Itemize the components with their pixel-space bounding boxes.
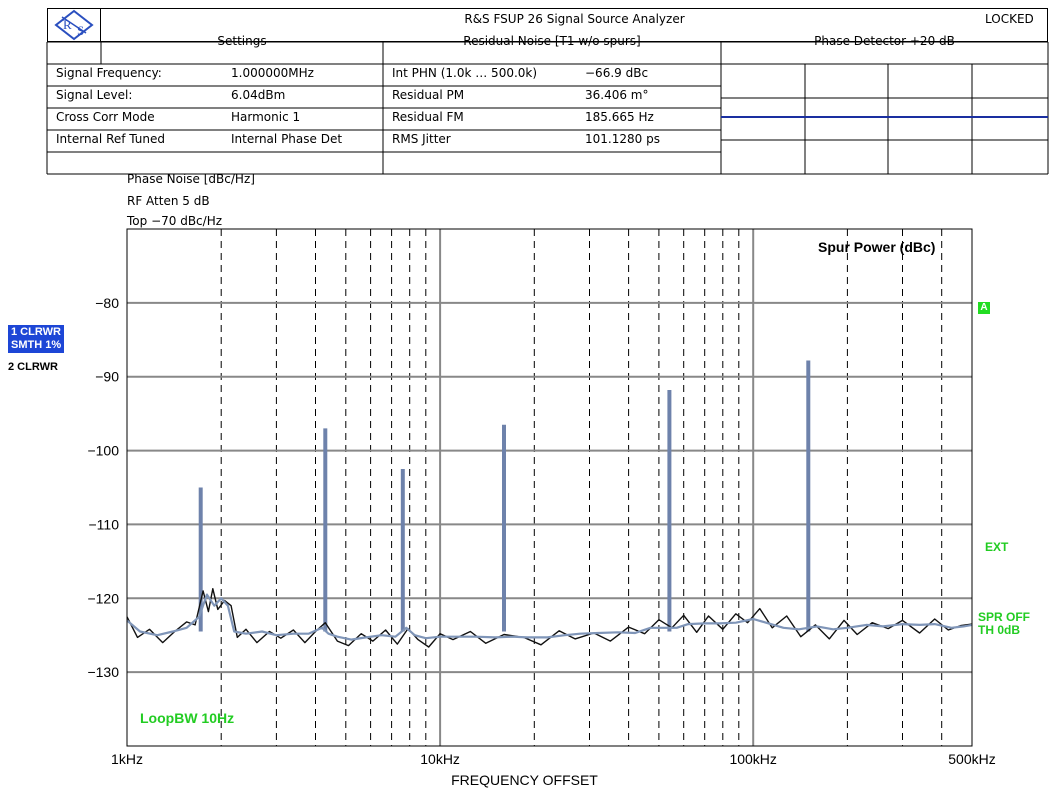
header-title: R&S FSUP 26 Signal Source Analyzer [464,12,685,26]
detector-title: Phase Detector +20 dB [814,34,955,48]
x-tick-label: 10kHz [420,751,460,767]
x-tick-label: 100kHz [729,751,776,767]
loop-bw-label: LoopBW 10Hz [140,710,235,726]
y-tick-label: −80 [95,295,119,311]
top-level: Top −70 dBc/Hz [127,214,223,228]
tick-labels: −80 −90 −100 −110 −120 −130 1kHz 10kHz 100kHz 500… [87,295,995,767]
noise-value: 36.406 m° [585,88,649,102]
marker-a: A [978,302,990,314]
noise-value: −66.9 dBc [585,66,649,80]
ext-label: EXT [985,540,1009,554]
settings-value: Internal Phase Det [231,132,343,146]
y-tick-label: −120 [87,590,119,606]
spur-power-label: Spur Power (dBc) [818,239,936,255]
settings-value: 1.000000MHz [231,66,314,80]
rf-atten: RF Atten 5 dB [127,194,210,208]
trace1-mode: 1 CLRWR SMTH 1% [8,325,65,353]
noise-value: 101.1280 ps [585,132,660,146]
smoothed-trace [126,593,973,641]
th-label: TH 0dB [978,623,1020,637]
noise-label: RMS Jitter [392,132,451,146]
settings-label: Internal Ref Tuned [56,132,166,146]
y-tick-label: −90 [95,369,119,385]
y-tick-label: −110 [89,516,120,532]
header-grid [46,41,1049,175]
grid [127,229,972,746]
settings-value: 6.04dBm [231,88,286,102]
noise-label: Residual FM [392,110,464,124]
trace2-mode: 2 CLRWR [8,361,58,373]
spurs [198,360,811,632]
lock-status: LOCKED [985,12,1034,26]
svg-text:R: R [63,17,72,32]
x-tick-label: 500kHz [948,751,995,767]
noise-value: 185.665 Hz [585,110,654,124]
plot-ylabel: Phase Noise [dBc/Hz] [127,172,255,186]
settings-title: Settings [217,34,267,48]
plot-frame [126,228,973,747]
x-tick-label: 1kHz [111,751,143,767]
noise-label: Residual PM [392,88,465,102]
svg-text:S: S [77,23,84,38]
noise-title: Residual Noise [T1 w/o spurs] [463,34,641,48]
rs-logo-icon: R S [54,9,94,41]
trace1-mode-line2: SMTH 1% [11,339,62,351]
y-tick-label: −130 [87,664,119,680]
noise-label: Int PHN (1.0k … 500.0k) [392,66,538,80]
x-axis-title: FREQUENCY OFFSET [451,772,598,788]
spr-off-label: SPR OFF [978,610,1031,624]
trace1-mode-line1: 1 CLRWR [11,326,61,338]
settings-label: Signal Level: [56,88,133,102]
settings-label: Cross Corr Mode [56,110,155,124]
settings-value: Harmonic 1 [231,110,301,124]
y-tick-label: −100 [87,443,119,459]
settings-label: Signal Frequency: [56,66,162,80]
series [126,588,973,648]
